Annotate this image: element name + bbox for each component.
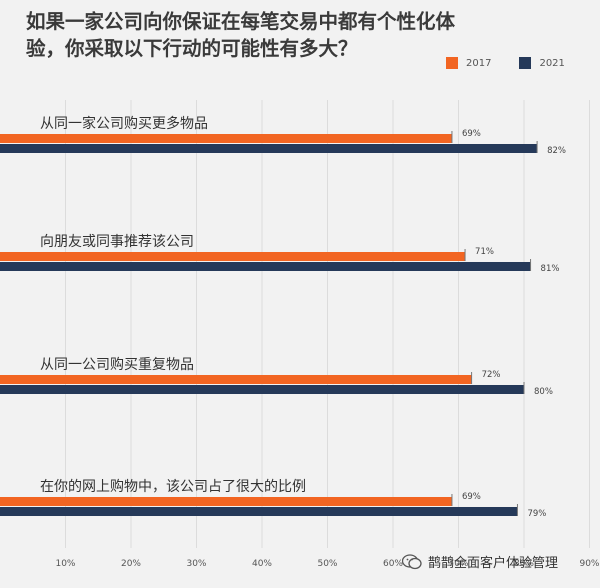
x-tick-label: 70% bbox=[448, 559, 468, 569]
x-tick-label: 60% bbox=[383, 559, 403, 569]
legend: 2017 2021 bbox=[446, 57, 593, 69]
x-tick-label: 80% bbox=[514, 559, 534, 569]
value-label-2021: 79% bbox=[527, 509, 546, 519]
bar-2021 bbox=[0, 262, 531, 271]
x-tick-label: 50% bbox=[317, 559, 337, 569]
value-label-2021: 82% bbox=[547, 146, 566, 156]
legend-item-2017: 2017 bbox=[446, 57, 491, 69]
bar-2017 bbox=[0, 134, 452, 143]
x-tick-label: 90% bbox=[579, 559, 599, 569]
x-tick-label: 20% bbox=[121, 559, 141, 569]
category-label: 向朋友或同事推荐该公司 bbox=[40, 234, 194, 250]
value-label-2021: 80% bbox=[534, 387, 553, 397]
legend-label-2017: 2017 bbox=[466, 57, 492, 69]
bar-2021 bbox=[0, 144, 538, 153]
value-label-2017: 69% bbox=[462, 492, 481, 502]
legend-swatch-2017 bbox=[446, 57, 458, 69]
value-label-2017: 72% bbox=[482, 370, 501, 380]
value-label-2017: 71% bbox=[475, 247, 494, 257]
category-label: 从同一家公司购买更多物品 bbox=[40, 115, 208, 132]
value-label-2017: 69% bbox=[462, 129, 481, 139]
x-tick-label: 10% bbox=[55, 559, 75, 569]
bar-2017 bbox=[0, 252, 466, 261]
chart-title: 如果一家公司向你保证在每笔交易中都有个性化体验，你采取以下行动的可能性有多大？ bbox=[26, 10, 456, 60]
wechat-icon bbox=[402, 553, 422, 569]
category-label: 从同一公司购买重复物品 bbox=[40, 356, 194, 373]
x-tick-label: 40% bbox=[252, 559, 272, 569]
legend-swatch-2021 bbox=[519, 57, 532, 69]
bar-2021 bbox=[0, 507, 518, 516]
bar-2017 bbox=[0, 375, 472, 384]
legend-item-2021: 2021 bbox=[519, 57, 565, 69]
x-tick-label: 30% bbox=[186, 559, 206, 569]
watermark: 鹊鹊全面客户体验管理 bbox=[402, 552, 558, 571]
bar-2017 bbox=[0, 497, 452, 506]
watermark-text: 鹊鹊全面客户体验管理 bbox=[428, 556, 559, 571]
bar-2021 bbox=[0, 385, 524, 394]
value-label-2021: 81% bbox=[541, 264, 560, 274]
category-label: 在你的网上购物中，该公司占了很大的比例 bbox=[40, 479, 306, 495]
legend-label-2021: 2021 bbox=[539, 57, 565, 69]
